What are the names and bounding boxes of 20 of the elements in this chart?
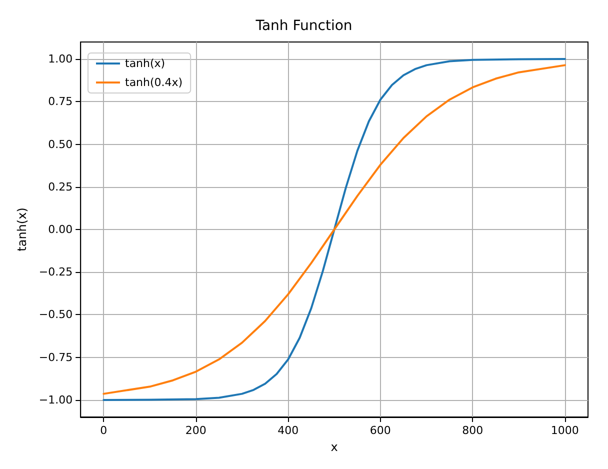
- x-tick-label: 400: [278, 424, 299, 437]
- y-tick-label: −0.75: [38, 350, 73, 364]
- y-tick-label: 1.00: [48, 52, 73, 66]
- x-tick-label: 0: [100, 424, 108, 437]
- x-axis-title: x: [330, 440, 338, 454]
- y-tick-label: −0.25: [38, 266, 73, 279]
- legend-label: tanh(x): [125, 57, 166, 70]
- y-tick-label: 0.50: [48, 138, 73, 151]
- y-tick-label: −1.00: [38, 393, 73, 406]
- y-axis-title: tanh(x): [15, 208, 29, 252]
- legend-label: tanh(0.4x): [125, 76, 183, 89]
- y-tick-label: 0.25: [48, 180, 73, 194]
- x-tick-label: 800: [462, 424, 484, 437]
- x-tick-label: 1000: [550, 424, 579, 437]
- x-tick-label: 200: [185, 424, 206, 437]
- y-tick-label: −0.50: [38, 308, 73, 322]
- y-tick-label: 0.75: [48, 95, 73, 108]
- chart-title: Tanh Function: [254, 18, 352, 34]
- y-tick-label: 0.00: [48, 223, 73, 236]
- x-tick-label: 600: [370, 424, 391, 437]
